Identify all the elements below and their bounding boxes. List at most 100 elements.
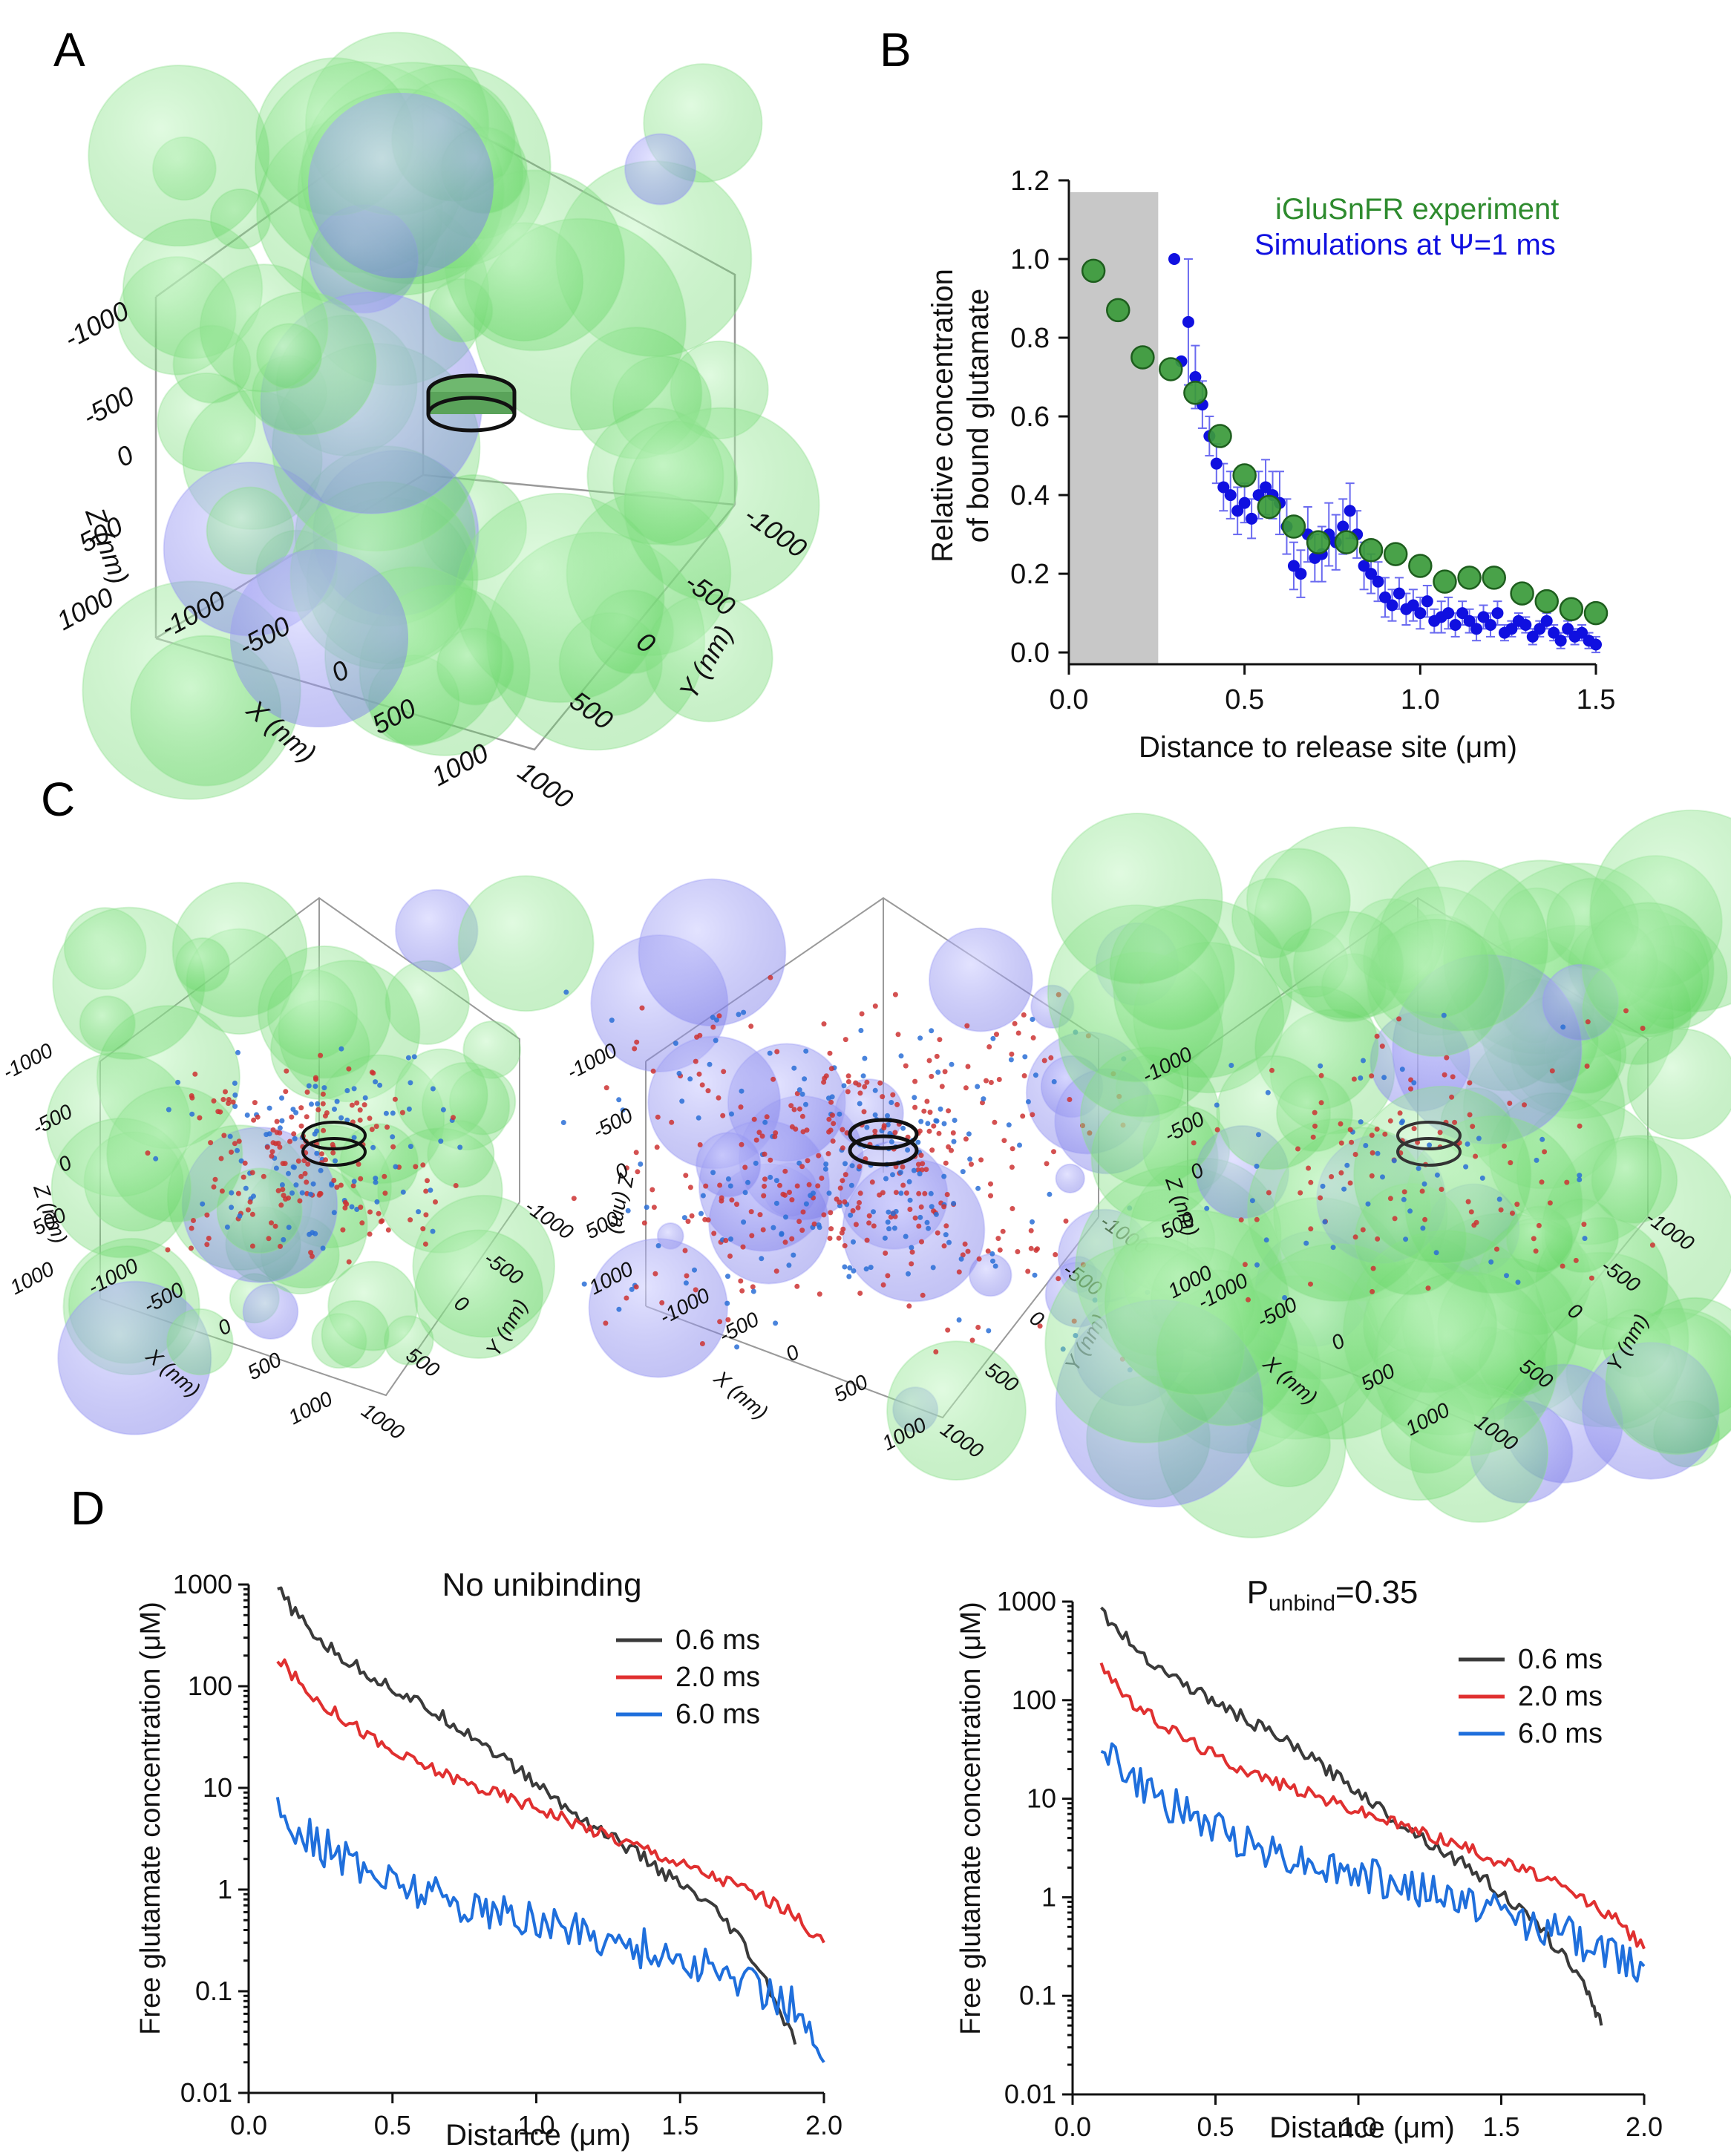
panel-c-middle-particle — [929, 1147, 935, 1153]
panel-c-middle-particle — [768, 974, 773, 980]
panel-c-middle-particle — [906, 1303, 912, 1309]
panel-c-middle-particle — [917, 1214, 923, 1220]
panel-c-middle-particle — [805, 1158, 811, 1164]
panel-b-sim-point — [1442, 607, 1455, 620]
panel-c-right-particle — [1191, 1140, 1197, 1146]
panel-c-right-particle — [1338, 1121, 1344, 1127]
panel-c-middle-particle — [988, 1193, 993, 1199]
panel-c-left-particle — [299, 1190, 305, 1196]
panel-c-middle-particle — [900, 1164, 906, 1170]
panel-c-middle-particle — [881, 1125, 887, 1131]
panel-c-middle-particle — [768, 1157, 773, 1163]
panel-c-left-particle — [383, 1110, 389, 1116]
panel-c-middle-x-label: X (nm) — [709, 1366, 772, 1423]
panel-d1-series-line — [275, 1797, 825, 2063]
panel-c-middle-particle — [842, 1037, 848, 1043]
panel-c-right-particle — [1588, 1275, 1594, 1281]
panel-c-middle-particle — [1047, 1191, 1053, 1197]
panel-c-right-particle — [1564, 1179, 1570, 1185]
panel-c-right-particle — [1318, 1100, 1324, 1106]
panel-d1-y-tick-label: 0.1 — [195, 1976, 232, 2006]
panel-c-middle-particle — [943, 1232, 949, 1238]
panel-c-left-particle — [330, 1150, 336, 1156]
panel-c-left-particle — [229, 1149, 234, 1155]
panel-c-middle-particle — [803, 1048, 809, 1054]
panel-c-left-release-site-bottom — [301, 1137, 367, 1167]
panel-c-middle-particle — [1056, 1276, 1061, 1282]
panel-c-right-particle — [1312, 1123, 1318, 1129]
panel-c-right-particle — [1370, 1265, 1376, 1271]
panel-c-middle-particle — [883, 1176, 889, 1182]
panel-c-middle-particle — [837, 1111, 842, 1117]
panel-c-right-release-site-bottom — [1396, 1137, 1462, 1167]
panel-c-right-particle — [1502, 1143, 1507, 1149]
panel-c-middle-particle — [644, 1205, 649, 1210]
panel-a-spheres — [82, 31, 820, 800]
panel-c-left-particle — [377, 1082, 383, 1088]
panel-c-middle-particle — [1051, 1149, 1056, 1155]
panel-c-left-particle — [237, 1213, 243, 1219]
panel-c-right-particle — [1256, 1132, 1261, 1138]
panel-c-middle-sphere — [1055, 1163, 1085, 1194]
panel-c-middle-particle — [1025, 1268, 1031, 1274]
panel-c-left-particle — [284, 1068, 289, 1074]
panel-c-middle-particle — [831, 1121, 837, 1127]
panel-c-right-particle — [1338, 1140, 1344, 1146]
panel-c-middle-particle — [750, 1288, 756, 1294]
panel-c-middle-particle — [929, 1028, 935, 1034]
panel-b-sim-point — [1540, 615, 1553, 627]
panel-c-middle-particle — [727, 1183, 733, 1189]
panel-c-right-particle — [1623, 1008, 1629, 1014]
panel-c-right-particle — [1473, 1219, 1479, 1225]
panel-c-left-particle — [293, 1110, 299, 1115]
panel-c-middle-particle — [963, 1136, 969, 1142]
panel-c-left-particle — [235, 1190, 241, 1196]
panel-a-sphere — [612, 420, 739, 546]
panel-b-sim-point — [1449, 618, 1462, 631]
panel-c-right-particle — [1421, 1181, 1427, 1187]
panel-c-right-particle — [1476, 1136, 1482, 1141]
panel-c-middle-particle — [738, 1104, 744, 1110]
panel-c-left-particle — [220, 1097, 226, 1102]
panel-c-left-particle — [295, 1158, 301, 1164]
panel-b-sim-point — [1470, 623, 1483, 635]
panel-c-left-particle — [304, 1090, 310, 1095]
panel-c-middle-particle — [988, 1181, 993, 1187]
panel-c-middle-particle — [788, 1103, 794, 1109]
panel-c-left-particle — [369, 1127, 375, 1133]
panel-c-middle-particle — [941, 1243, 947, 1249]
panel-c-left-particle — [165, 1247, 171, 1253]
panel-b-sim-point — [1421, 595, 1433, 608]
panel-c-left-particle — [298, 1173, 304, 1179]
panel-c-left-particle — [357, 1107, 363, 1113]
panel-c-middle-particle — [817, 1291, 822, 1297]
panel-c-middle-particle — [877, 1080, 883, 1086]
panel-c-right-particle — [1403, 1236, 1409, 1242]
panel-c-right-particle — [1442, 1072, 1447, 1078]
panel-c-middle-particle — [700, 1193, 706, 1199]
panel-c-right-particle — [1549, 1068, 1555, 1074]
panel-c-middle-particle — [1017, 1142, 1022, 1148]
panel-d1-x-tick-label: 0.5 — [374, 2110, 411, 2140]
panel-c-right-sphere — [1505, 1205, 1574, 1274]
panel-c-left-particle — [211, 1184, 217, 1190]
panel-c-left-particle — [249, 1211, 255, 1217]
panel-c-middle-particle — [889, 1100, 894, 1105]
panel-c-left-particle — [346, 1259, 352, 1265]
panel-d2-y-tick-label: 100 — [1012, 1685, 1056, 1715]
panel-c-left-particle — [191, 1218, 196, 1223]
panel-c-middle-particle — [819, 1176, 825, 1181]
panel-c-middle-particle — [857, 1164, 863, 1170]
panel-c-middle-particle — [1033, 1072, 1038, 1078]
panel-c-left-particle — [320, 1245, 326, 1251]
panel-c-left-particle — [453, 1183, 459, 1188]
panel-c-middle-particle — [898, 1190, 904, 1196]
panel-c-middle-particle — [687, 1076, 693, 1082]
panel-c-left-particle — [428, 1187, 433, 1193]
panel-c-left-particle — [342, 1205, 348, 1210]
panel-c-middle-particle — [949, 1147, 954, 1153]
panel-c-middle-particle — [739, 1088, 745, 1094]
panel-c-middle-particle — [857, 1200, 862, 1205]
panel-c-middle-particle — [793, 1126, 799, 1132]
panel-c-left-particle — [451, 1115, 456, 1121]
